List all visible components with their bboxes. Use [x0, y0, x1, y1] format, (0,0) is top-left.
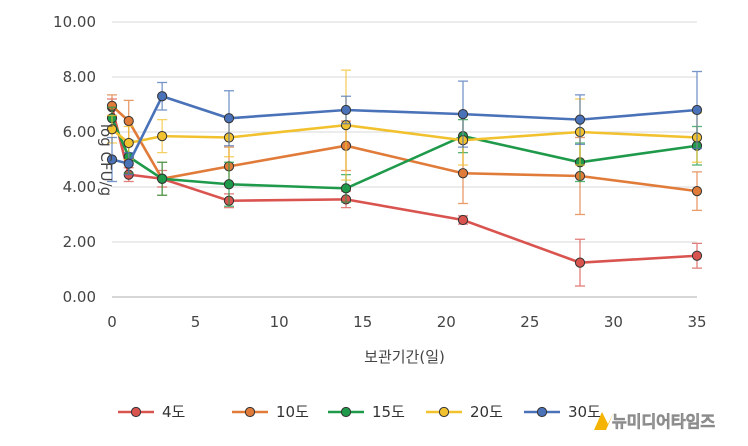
- x-axis: 0 5 10 15 20 25 30 35: [107, 296, 707, 331]
- legend-label: 10도: [276, 403, 309, 421]
- y-axis: 0.00 2.00 4.00 6.00 8.00 10.00: [53, 13, 96, 306]
- data-point: [106, 154, 118, 165]
- x-tick-label: 35: [687, 313, 706, 331]
- data-point: [223, 113, 235, 124]
- legend-item: 30도: [524, 403, 601, 421]
- legend: 4도 10도 15도 20도 30도: [118, 403, 601, 421]
- series-30도: [106, 70, 703, 183]
- data-point: [691, 250, 703, 261]
- series-line: [111, 104, 698, 193]
- data-point: [223, 179, 235, 190]
- legend-label: 4도: [162, 403, 186, 421]
- x-tick-label: 15: [353, 313, 372, 331]
- data-point: [691, 186, 703, 197]
- series-4도: [106, 98, 703, 287]
- x-tick-label: 10: [270, 313, 289, 331]
- legend-label: 20도: [470, 403, 503, 421]
- series-line: [110, 117, 698, 190]
- legend-item: 20도: [426, 403, 503, 421]
- x-tick-label: 0: [107, 313, 117, 331]
- y-tick-label: 8.00: [63, 68, 96, 86]
- y-tick-label: 0.00: [63, 288, 96, 306]
- data-point: [691, 104, 703, 116]
- data-point: [457, 214, 469, 226]
- x-tick-label: 30: [604, 313, 623, 331]
- x-tick-label: 25: [520, 313, 539, 331]
- series-line: [111, 123, 698, 145]
- y-tick-label: 10.00: [53, 13, 96, 31]
- data-point: [157, 91, 168, 102]
- data-point: [157, 173, 168, 184]
- data-point: [457, 168, 469, 179]
- series-15도: [106, 106, 703, 207]
- data-point: [123, 158, 134, 169]
- watermark: 뉴미디어타임즈: [594, 412, 716, 431]
- x-tick-label: 5: [191, 313, 201, 331]
- legend-marker: [536, 406, 548, 418]
- legend-marker: [340, 406, 352, 418]
- x-tick-label: 20: [437, 313, 456, 331]
- y-axis-title: log CFU/g: [97, 124, 115, 196]
- legend-marker: [438, 406, 450, 418]
- series-line: [110, 106, 698, 264]
- data-point: [574, 257, 586, 268]
- data-point: [123, 137, 134, 149]
- legend-label: 15도: [372, 403, 405, 421]
- data-point: [574, 114, 586, 125]
- data-point: [457, 109, 469, 120]
- y-tick-label: 4.00: [63, 178, 96, 196]
- legend-marker: [130, 406, 142, 418]
- legend-item: 10도: [232, 403, 309, 421]
- data-point: [340, 104, 352, 116]
- legend-item: 15도: [328, 403, 405, 421]
- series-layer: [106, 69, 703, 287]
- watermark-text: 뉴미디어타임즈: [612, 412, 715, 431]
- watermark-logo-icon: [594, 412, 614, 430]
- y-tick-label: 6.00: [63, 123, 96, 141]
- y-tick-label: 2.00: [63, 233, 96, 251]
- data-point: [106, 124, 118, 135]
- legend-label: 30도: [568, 403, 601, 421]
- data-point: [340, 183, 352, 194]
- series-line: [111, 94, 698, 166]
- data-point: [157, 131, 168, 142]
- legend-marker: [244, 406, 256, 418]
- data-point: [123, 115, 134, 127]
- legend-item: 4도: [118, 403, 186, 421]
- x-axis-title: 보관기간(일): [364, 348, 445, 366]
